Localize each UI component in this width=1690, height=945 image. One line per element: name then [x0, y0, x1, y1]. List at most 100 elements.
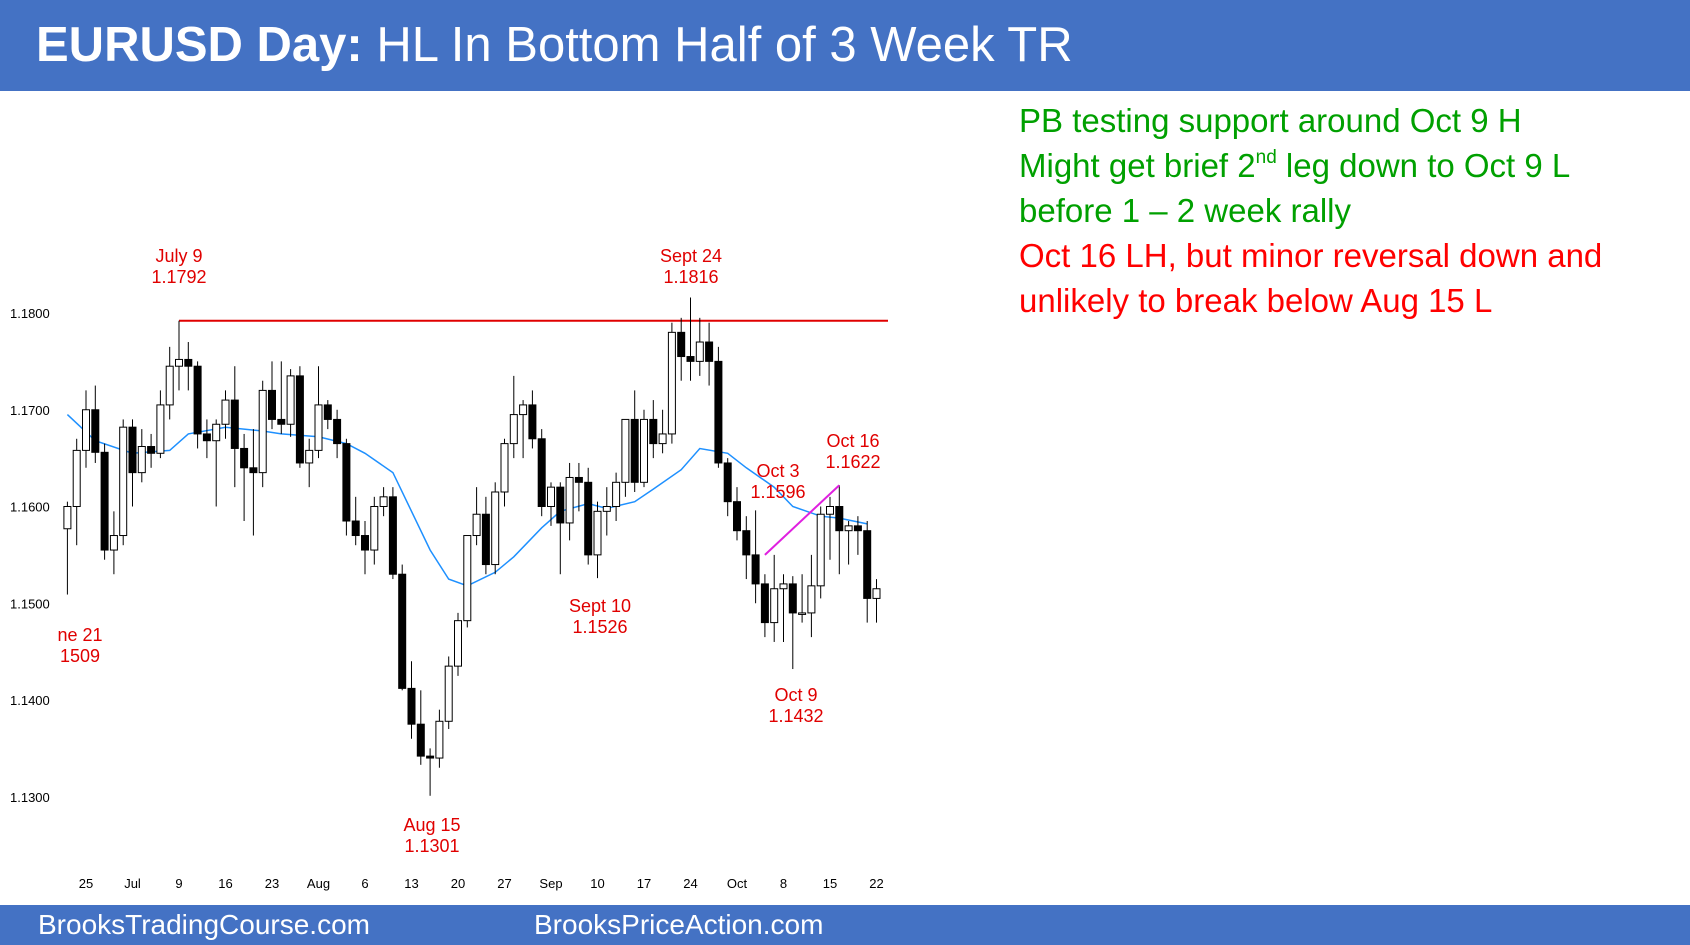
bull-candle — [212, 423, 221, 442]
x-tick-label: 20 — [451, 876, 465, 891]
bull-candle — [640, 418, 648, 483]
bull-candle — [82, 409, 90, 451]
price-annotation: Sept 24 — [660, 246, 722, 266]
bull-candle — [454, 620, 462, 667]
bull-candle — [565, 476, 574, 524]
price-annotation: 1.1301 — [404, 836, 459, 856]
bear-candle — [388, 496, 397, 575]
x-tick-label: 8 — [780, 876, 787, 891]
y-tick-label: 1.1700 — [10, 403, 50, 418]
price-annotation: 1509 — [60, 646, 100, 666]
price-annotation: Oct 3 — [756, 461, 799, 481]
x-tick-label: 27 — [497, 876, 511, 891]
bear-candle — [537, 438, 546, 507]
bear-candle — [686, 356, 695, 362]
x-tick-label: Aug — [307, 876, 330, 891]
candlestick-chart: 1.1300 1.1400 1.1500 1.1600 1.1700 1.1800 25 Ju… — [10, 246, 888, 891]
y-tick-label: 1.1500 — [10, 596, 50, 611]
bear-candle — [556, 486, 565, 524]
bull-candle — [314, 404, 323, 451]
trendline — [764, 484, 840, 556]
bull-candle — [602, 506, 611, 512]
y-tick-label: 1.1300 — [10, 790, 50, 805]
bear-candle — [835, 506, 844, 532]
bear-candle — [649, 418, 658, 445]
y-tick-label: 1.1800 — [10, 306, 50, 321]
y-tick-label: 1.1400 — [10, 693, 50, 708]
bull-candle — [826, 506, 834, 515]
price-annotation: Aug 15 — [403, 815, 460, 835]
bull-candle — [444, 665, 453, 722]
x-tick-label: 15 — [823, 876, 837, 891]
bear-candle — [788, 583, 797, 614]
footer-link-trading-course[interactable]: BrooksTradingCourse.com — [38, 909, 370, 940]
bear-candle — [249, 467, 258, 474]
bull-candle — [667, 331, 676, 435]
bull-candle — [175, 358, 183, 367]
bull-candle — [500, 443, 509, 493]
bull-candle — [472, 513, 481, 537]
bull-candle — [435, 720, 444, 759]
price-annotation: ne 21 — [57, 625, 102, 645]
bull-candle — [72, 449, 81, 508]
bear-candle — [240, 447, 249, 469]
title-text: HL In Bottom Half of 3 Week TR — [362, 18, 1073, 72]
bull-candle — [658, 433, 667, 445]
bull-candle — [695, 341, 704, 362]
price-annotation: 1.1526 — [572, 617, 627, 637]
x-tick-label: 25 — [79, 876, 93, 891]
bear-candle — [193, 365, 202, 435]
price-annotation: 1.1792 — [151, 267, 206, 287]
bear-candle — [677, 331, 686, 358]
bull-candle — [305, 449, 314, 464]
title-banner: EURUSD Day: HL In Bottom Half of 3 Week … — [0, 0, 1690, 91]
bear-candle — [630, 418, 639, 483]
title-symbol: EURUSD Day: — [36, 18, 363, 72]
bear-candle — [760, 583, 769, 624]
bull-candle — [156, 404, 165, 454]
bear-candle — [751, 554, 760, 585]
bear-candle — [100, 451, 109, 551]
bear-candle — [91, 409, 100, 453]
bear-candle — [733, 501, 741, 532]
footer-banner: BrooksTradingCourse.com BrooksPriceActio… — [0, 905, 1690, 945]
price-annotation: 1.1816 — [663, 267, 718, 287]
bull-candle — [221, 399, 230, 425]
bull-candle — [519, 404, 528, 416]
note-line-2-start: Might get brief 2 — [1019, 147, 1256, 184]
price-annotation: Oct 9 — [774, 685, 817, 705]
bull-candle — [463, 535, 472, 622]
bear-candle — [481, 513, 490, 566]
bull-candle — [844, 525, 853, 532]
bear-candle — [333, 418, 342, 445]
price-annotation: Oct 16 — [826, 431, 879, 451]
bull-candle — [612, 481, 621, 507]
bull-candle — [165, 365, 174, 406]
bull-candle — [593, 510, 602, 556]
note-line-2: Might get brief 2nd leg down to Oct 9 L — [1019, 143, 1684, 188]
x-tick-label: 17 — [637, 876, 651, 891]
bull-candle — [370, 506, 379, 551]
x-tick-label: 9 — [175, 876, 182, 891]
bull-candle — [779, 583, 788, 590]
bull-candle — [379, 496, 388, 508]
y-tick-label: 1.1600 — [10, 500, 50, 515]
bull-candle — [807, 585, 816, 614]
bear-candle — [426, 755, 435, 759]
price-annotation: 1.1596 — [750, 482, 805, 502]
bull-candle — [872, 588, 881, 599]
footer-link-price-action[interactable]: BrooksPriceAction.com — [534, 909, 824, 940]
x-tick-label: 16 — [218, 876, 232, 891]
bull-candle — [286, 375, 295, 425]
bull-candle — [798, 612, 807, 615]
bear-candle — [574, 476, 583, 483]
bear-candle — [742, 530, 751, 556]
bear-candle — [528, 404, 537, 440]
bear-candle — [584, 481, 593, 556]
bull-candle — [137, 446, 146, 474]
bear-candle — [295, 375, 304, 464]
bear-candle — [398, 573, 407, 689]
price-annotation: 1.1622 — [825, 452, 880, 472]
bull-candle — [547, 486, 555, 507]
price-annotation: 1.1432 — [768, 706, 823, 726]
